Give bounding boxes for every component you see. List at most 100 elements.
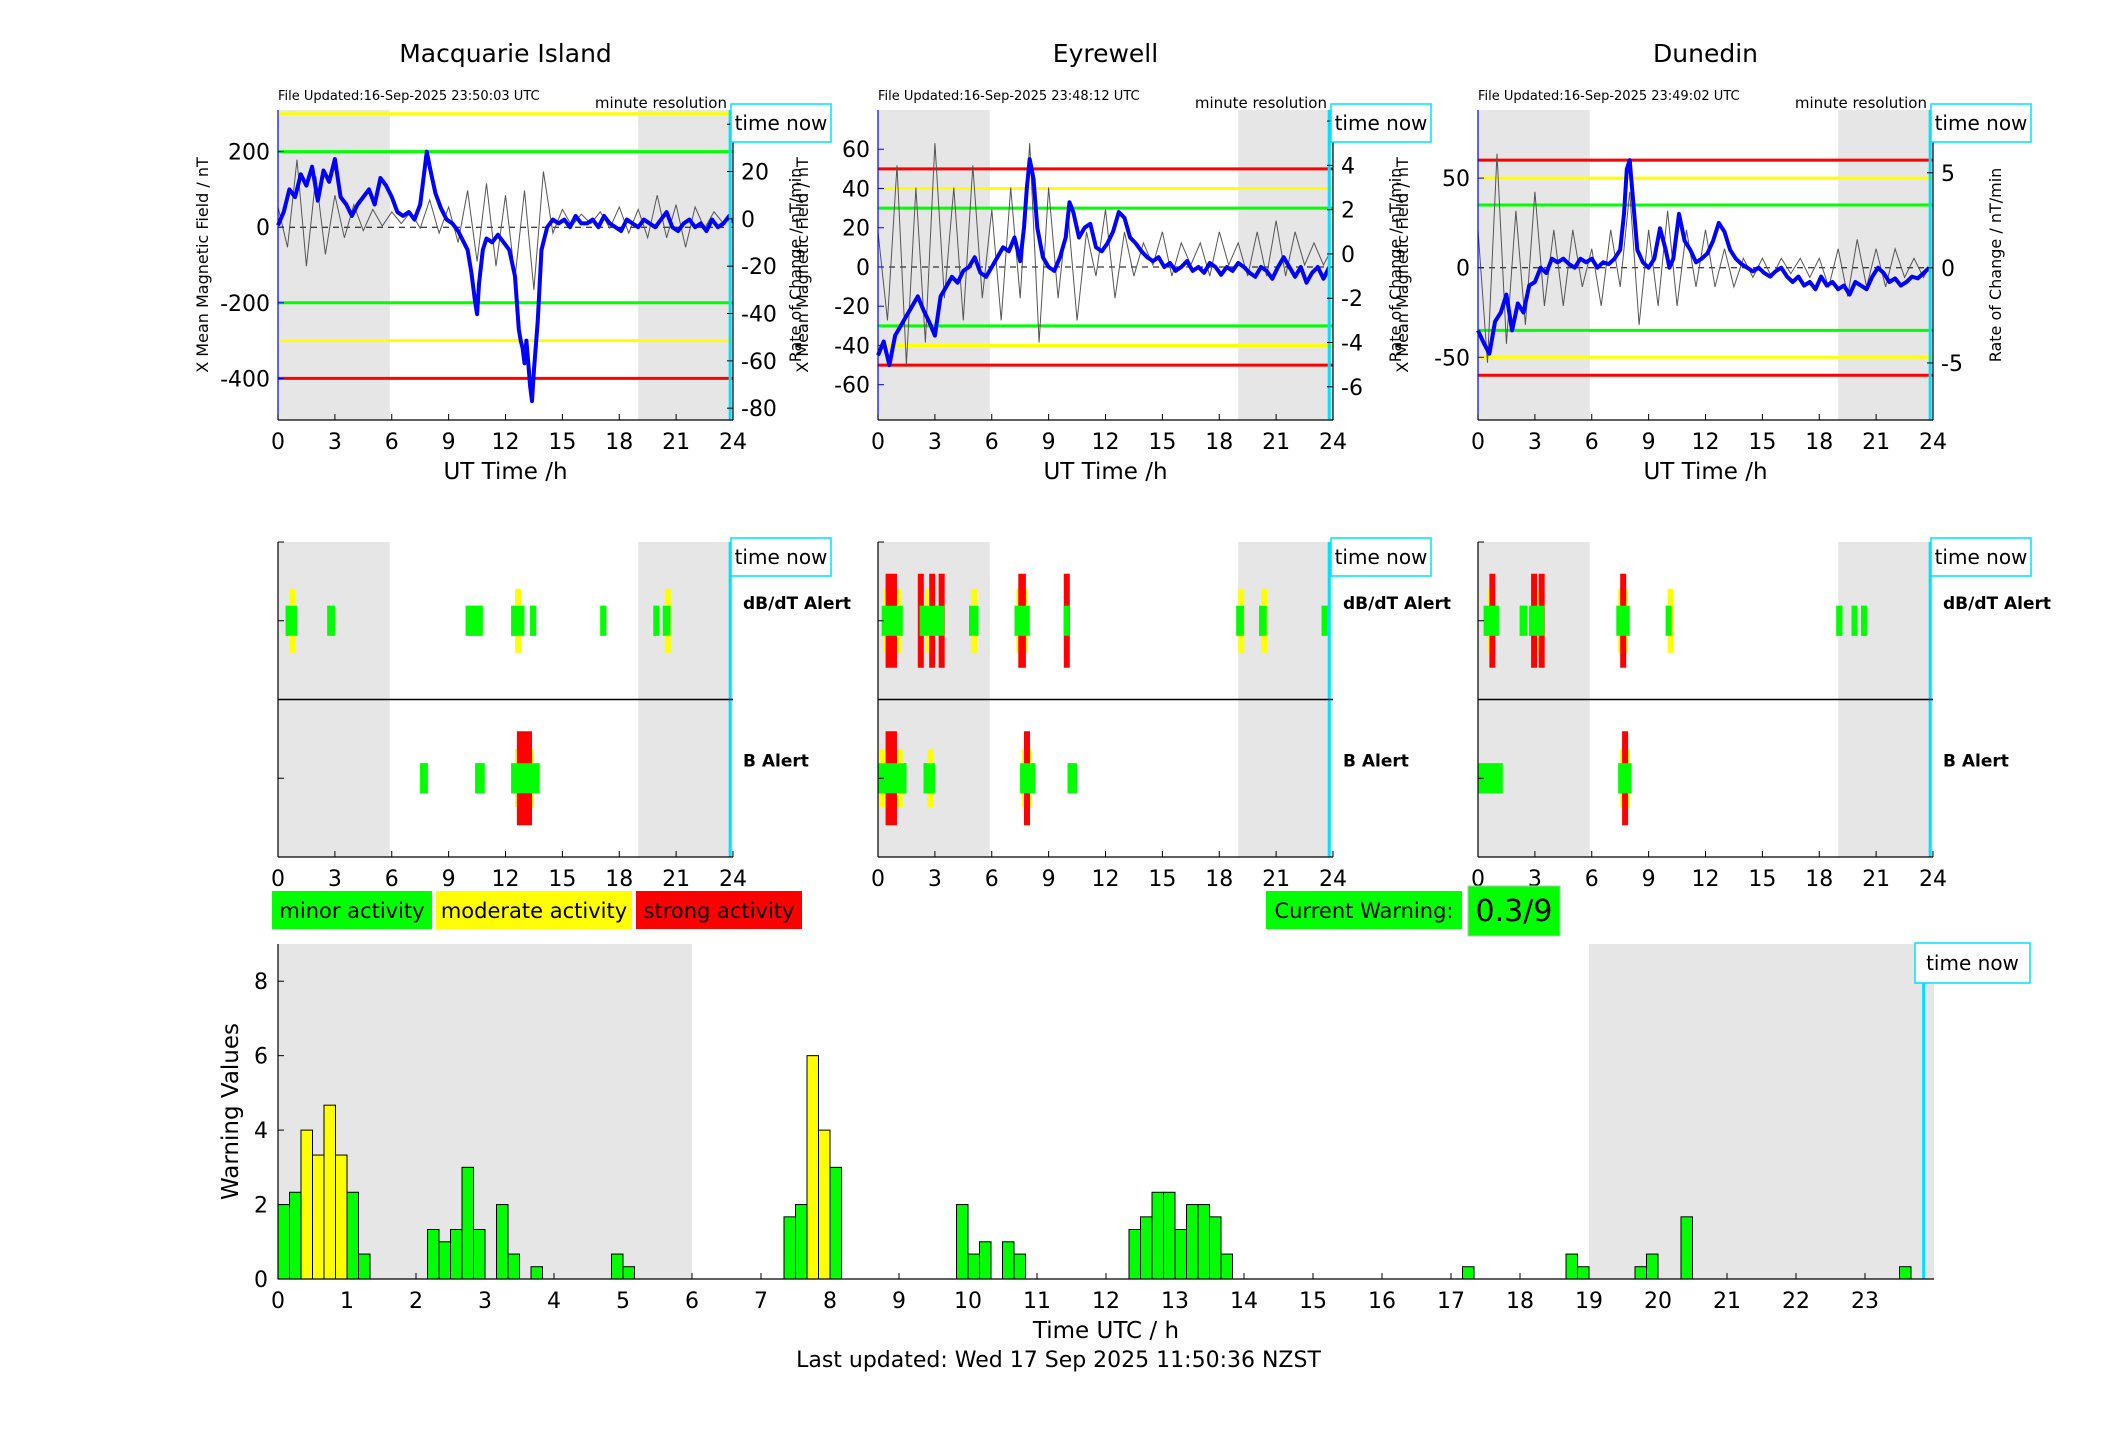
warning-bar — [1002, 1241, 1015, 1280]
legend-strong-activity: strong activity — [644, 899, 795, 923]
magnetic-panel-2: 03691215182124-60-40-200204060-6-4-20246… — [793, 39, 1432, 485]
x-tick-label: 2 — [409, 1289, 423, 1314]
x-tick-label: 6 — [685, 1289, 699, 1314]
warning-bar — [300, 1129, 314, 1280]
x-tick-label: 21 — [662, 867, 690, 892]
x-tick-label: 12 — [1092, 430, 1120, 455]
warning-bar — [622, 1266, 636, 1280]
minute-resolution-label: minute resolution — [1795, 94, 1927, 112]
x-tick-label: 22 — [1782, 1289, 1810, 1314]
b-alert-label: B Alert — [1943, 751, 2009, 771]
warning-bar — [1140, 1216, 1153, 1280]
alert-event-core — [1483, 605, 1499, 636]
x-tick-label: 14 — [1230, 1289, 1258, 1314]
y-axis-label: X Mean Magnetic Field / nT — [793, 157, 812, 373]
time-now-box — [1930, 103, 2032, 143]
alert-event-core — [1618, 763, 1632, 794]
activity-legend: minor activity moderate activity strong ac… — [272, 891, 802, 929]
alert-event-core — [923, 763, 935, 794]
x-tick-label: 15 — [1148, 867, 1176, 892]
rate-of-change-trace — [1477, 153, 1930, 363]
x-tick-label: 6 — [985, 430, 999, 455]
alert-event-core — [1020, 763, 1036, 794]
legend-minor-activity-swatch — [272, 891, 432, 929]
warning-bar — [1645, 1253, 1659, 1280]
y-right-tick-label: 20 — [741, 161, 769, 186]
y-right-tick-label: -20 — [741, 255, 777, 280]
dbdt-alert-label: dB/dT Alert — [1943, 594, 2051, 614]
y-right-axis-label: Rate of Change / nT/min — [786, 168, 805, 363]
warning-bar — [1565, 1253, 1579, 1280]
x-tick-label: 24 — [1319, 867, 1347, 892]
alert-event-core — [1321, 605, 1328, 636]
x-tick-label: 3 — [928, 430, 942, 455]
time-now-label: time now — [735, 545, 828, 569]
alert-event-core — [327, 605, 335, 636]
warning-bar — [817, 1129, 831, 1280]
x-tick-label: 18 — [1506, 1289, 1534, 1314]
warning-bar — [358, 1253, 371, 1280]
night-shade — [1589, 944, 1934, 1279]
y-tick-label: 8 — [254, 970, 268, 995]
x-tick-label: 0 — [271, 430, 285, 455]
night-shade — [278, 110, 390, 420]
alert-event-core — [600, 605, 607, 636]
x-tick-label: 18 — [1805, 867, 1833, 892]
x-tick-label: 11 — [1023, 1289, 1051, 1314]
rate-of-change-trace — [877, 143, 1330, 365]
warning-bar — [277, 1204, 291, 1280]
warning-bar — [346, 1191, 360, 1280]
y-axis-label: X Mean Magnetic Field / nT — [1393, 157, 1412, 373]
y-tick-label: 0 — [254, 1268, 268, 1293]
x-mean-field-trace — [876, 157, 1331, 368]
warning-bar — [610, 1253, 624, 1280]
dbdt-alert-label: dB/dT Alert — [1343, 594, 1451, 614]
rate-of-change-trace — [277, 159, 732, 290]
x-tick-label: 0 — [1471, 430, 1485, 455]
current-warning-label: Current Warning: — [1275, 899, 1454, 923]
y-tick-label: 200 — [228, 141, 270, 166]
file-updated-text: File Updated:16-Sep-2025 23:49:02 UTC — [1478, 89, 1740, 104]
alert-event-core — [1529, 605, 1545, 636]
warning-bar — [1576, 1266, 1590, 1280]
warning-bar — [427, 1228, 440, 1280]
y-axis-label: X Mean Magnetic Field / nT — [193, 157, 212, 373]
warning-bar — [806, 1055, 820, 1280]
time-now-box — [730, 537, 832, 577]
x-tick-label: 24 — [1919, 867, 1947, 892]
warning-bar — [783, 1216, 796, 1280]
last-updated-text: Last updated: Wed 17 Sep 2025 11:50:36 N… — [796, 1348, 1321, 1373]
time-now-box — [1914, 942, 2031, 984]
x-tick-label: 9 — [1642, 867, 1656, 892]
x-tick-label: 18 — [1805, 430, 1833, 455]
warning-bar — [1462, 1266, 1475, 1280]
warning-bar — [472, 1228, 486, 1280]
alert-event-core — [1236, 605, 1244, 636]
x-tick-label: 9 — [1042, 430, 1056, 455]
x-tick-label: 20 — [1644, 1289, 1672, 1314]
warning-bar — [1634, 1266, 1648, 1280]
y-right-axis-label: Rate of Change / nT/min — [1986, 168, 2005, 363]
x-axis-label: UT Time /h — [1643, 459, 1767, 485]
x-tick-label: 3 — [328, 867, 342, 892]
y-right-tick-label: 0 — [1941, 257, 1955, 282]
y-tick-label: -200 — [220, 292, 270, 317]
y-tick-label: 0 — [856, 256, 870, 281]
x-tick-label: 15 — [548, 430, 576, 455]
x-tick-label: 17 — [1437, 1289, 1465, 1314]
x-tick-label: 3 — [1528, 430, 1542, 455]
warning-bar — [1209, 1216, 1222, 1280]
x-tick-label: 3 — [478, 1289, 492, 1314]
warning-bar — [1128, 1228, 1141, 1280]
y-right-tick-label: -80 — [741, 397, 777, 422]
y-right-axis-label: Rate of Change / nT/min — [1386, 168, 1405, 363]
alert-event-core — [530, 605, 537, 636]
x-tick-label: 0 — [871, 867, 885, 892]
alert-event-core — [1616, 605, 1630, 636]
y-axis-label: Warning Values — [218, 1023, 244, 1200]
y-right-tick-label: -5 — [1941, 352, 1963, 377]
warning-bar — [1899, 1266, 1912, 1280]
alert-event-core — [420, 763, 428, 794]
